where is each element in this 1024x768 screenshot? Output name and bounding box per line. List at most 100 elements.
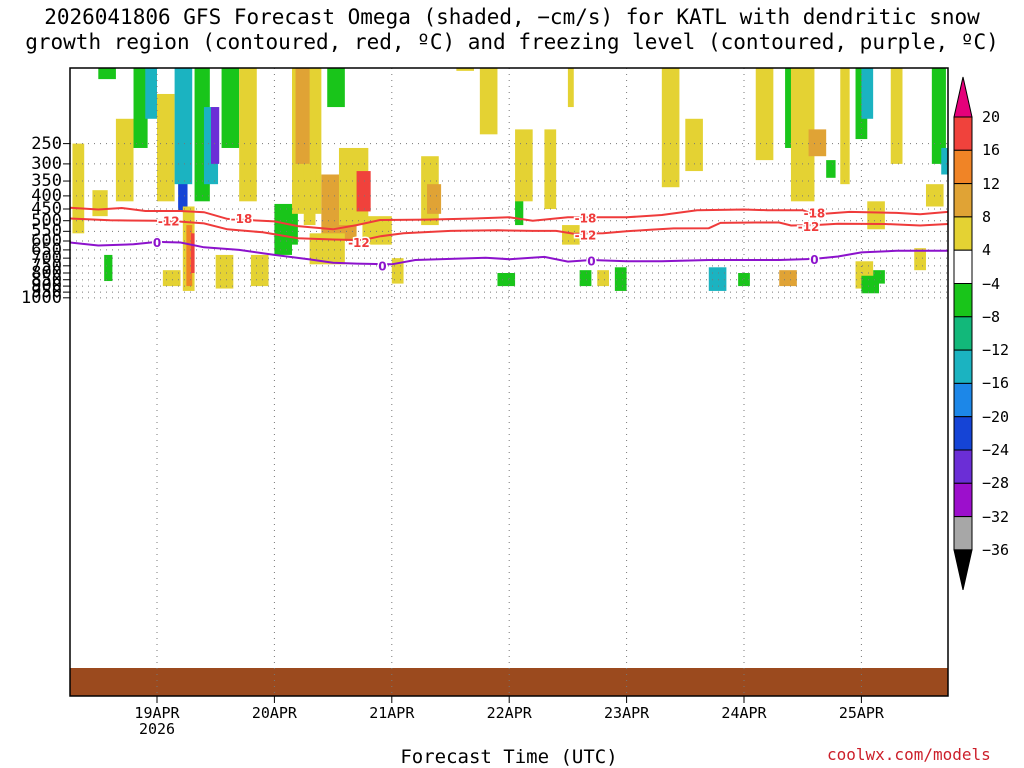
omega-cell [186, 225, 193, 287]
x-tick-label: 25APR [839, 705, 884, 721]
x-tick-label: 21APR [369, 705, 414, 721]
omega-cell [661, 68, 680, 188]
colorbar-swatch [953, 283, 973, 318]
omega-cell [92, 190, 108, 217]
omega-cell [544, 129, 557, 209]
y-tick-label: 400 [31, 185, 62, 206]
colorbar-level-label: −16 [982, 374, 1010, 393]
colorbar-swatch [953, 149, 973, 185]
colorbar-level-label: 4 [982, 241, 992, 260]
y-tick-label: 450 [31, 198, 62, 219]
colorbar-swatch [953, 516, 973, 551]
colorbar-level-label: −4 [982, 274, 1001, 293]
omega-cell [162, 270, 181, 287]
omega-cell [104, 254, 113, 282]
omega-cell [779, 270, 797, 287]
colorbar-level-label: −32 [982, 507, 1010, 526]
x-tick-date: 19APR [134, 704, 180, 722]
colorbar-level-label: −24 [982, 441, 1010, 459]
omega-cell [515, 195, 524, 226]
x-tick-date: 21APR [369, 704, 415, 722]
y-tick-label: 800 [31, 262, 62, 283]
omega-cell [145, 68, 157, 119]
omega-cell [931, 68, 946, 164]
omega-cell [708, 267, 727, 291]
ground-surface [70, 668, 948, 696]
omega-cell [579, 270, 592, 287]
omega-cell [867, 201, 885, 230]
contour-freezing-level [69, 240, 948, 266]
omega-cell [685, 118, 703, 172]
colorbar-swatch [953, 382, 973, 418]
omega-cell [157, 93, 175, 202]
contour-label-zero: 0 [810, 253, 818, 267]
contour-label-minus18: -18 [231, 212, 253, 226]
omega-cell [941, 147, 948, 175]
x-tick-label: 19APR 2026 [134, 705, 179, 737]
omega-cell [98, 68, 116, 80]
colorbar-swatch [953, 249, 973, 284]
y-tick-label: 1000 [21, 287, 62, 308]
omega-cell [327, 68, 345, 108]
y-tick-label: 500 [31, 210, 62, 231]
colorbar-cap-bottom [953, 549, 973, 591]
omega-cell [391, 258, 404, 284]
omega-cell [567, 68, 574, 108]
colorbar-level-label: −36 [982, 540, 1010, 559]
omega-cell [174, 68, 193, 185]
omega-cell [597, 270, 609, 287]
omega-cell [221, 68, 240, 148]
y-tick-label: 250 [31, 133, 62, 154]
omega-cell [925, 184, 944, 207]
omega-cell [250, 254, 269, 287]
omega-cell [515, 129, 533, 202]
x-tick-label: 22APR [487, 705, 532, 721]
credit-link[interactable]: coolwx.com/models [827, 745, 991, 764]
colorbar-swatch [953, 482, 973, 518]
omega-cell [456, 68, 474, 71]
contour-minus12 [69, 217, 949, 242]
omega-cell [215, 254, 234, 289]
plot-frame [69, 67, 949, 697]
x-tick-date: 24APR [721, 704, 767, 722]
contour-label-minus18: -18 [804, 206, 826, 220]
colorbar-level-label: 20 [982, 108, 1001, 126]
contour-label-minus12: -12 [348, 236, 370, 250]
omega-cell [755, 68, 774, 161]
x-axis-label: Forecast Time (UTC) [400, 746, 618, 768]
colorbar-swatch [953, 316, 973, 351]
omega-cell [72, 143, 85, 234]
colorbar-level-label: −12 [982, 341, 1010, 360]
y-tick-label: 550 [31, 221, 62, 242]
y-tick-label: 600 [31, 230, 62, 251]
y-tick-label: 850 [31, 269, 62, 290]
x-tick-label: 20APR [252, 705, 297, 721]
omega-cell [840, 68, 850, 185]
omega-shading [72, 68, 948, 294]
omega-cell [890, 68, 903, 164]
omega-cell [191, 233, 195, 273]
y-tick-label: 700 [31, 248, 62, 269]
omega-cell [356, 171, 371, 212]
colorbar-cap-top [953, 76, 973, 118]
omega-cell [427, 184, 442, 214]
omega-cell [738, 272, 750, 287]
omega-cell [295, 68, 310, 164]
x-tick-year: 2026 [138, 720, 176, 738]
y-tick-label: 350 [31, 171, 62, 192]
omega-cell [914, 248, 926, 271]
omega-cell [790, 68, 815, 202]
contour-label-zero: 0 [378, 260, 386, 274]
colorbar-level-label: −8 [982, 307, 1001, 326]
contour-label-minus12: -12 [798, 220, 820, 234]
omega-cell [614, 267, 627, 291]
chart-title-line1: 2026041806 GFS Forecast Omega (shaded, −… [44, 5, 980, 29]
omega-cell [303, 163, 316, 226]
colorbar-level-label: 12 [982, 174, 1001, 193]
omega-cell [562, 225, 580, 245]
colorbar-swatch [953, 449, 973, 484]
y-tick-label: 950 [31, 282, 62, 303]
y-tick-label: 650 [31, 239, 62, 260]
